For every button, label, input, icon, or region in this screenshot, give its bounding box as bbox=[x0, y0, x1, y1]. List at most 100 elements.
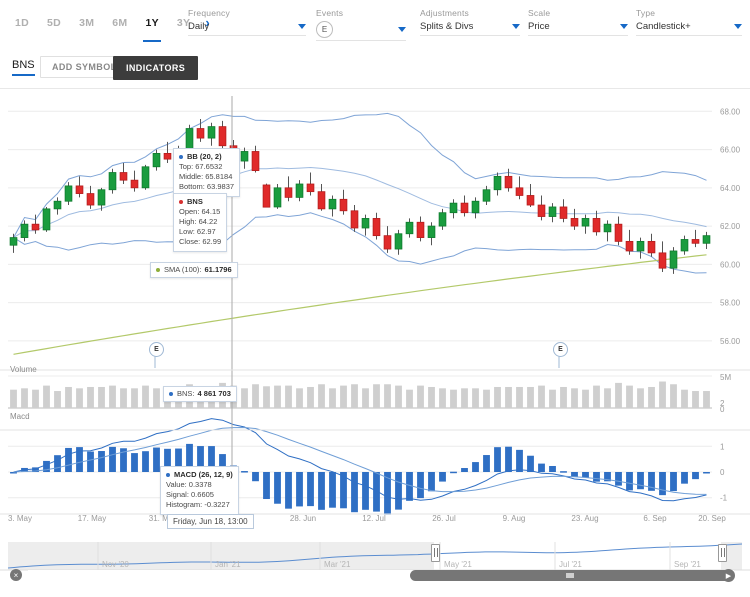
date-tick: 23. Aug bbox=[571, 514, 599, 523]
range-navigator[interactable]: Nov '20 Jan '21 Mar '21 May '21 Jul '21 Sep '… bbox=[0, 540, 750, 580]
svg-text:62.00: 62.00 bbox=[720, 222, 741, 231]
scale-value: Price bbox=[528, 21, 550, 32]
date-tick: 12. Jul bbox=[362, 514, 386, 523]
date-tick: 20. Sep bbox=[698, 514, 726, 523]
navigator-tick: Sep '21 bbox=[674, 560, 701, 569]
sma-value: 61.1796 bbox=[204, 265, 232, 274]
svg-text:68.00: 68.00 bbox=[720, 107, 741, 116]
bollinger-legend[interactable]: BB (20, 2) Top: 67.6532 Middle: 65.8184 … bbox=[173, 148, 241, 197]
indicators-button[interactable]: INDICATORS bbox=[113, 56, 199, 80]
bns-title: BNS bbox=[187, 197, 203, 206]
period-3y[interactable]: 3Y bbox=[176, 16, 191, 29]
navigator-tick: Jan '21 bbox=[215, 560, 241, 569]
horizontal-scrollbar[interactable]: × ▶ bbox=[0, 567, 750, 585]
period-3m[interactable]: 3M bbox=[79, 16, 95, 29]
date-tick: 6. Sep bbox=[643, 514, 667, 523]
date-tick: 26. Jul bbox=[432, 514, 456, 523]
scale-dropdown[interactable]: Scale Price bbox=[528, 8, 628, 36]
volume-panel-label: Volume bbox=[10, 365, 37, 374]
svg-text:2: 2 bbox=[720, 399, 725, 408]
svg-text:-1: -1 bbox=[720, 494, 728, 503]
chart-area[interactable]: 68.00 66.00 64.00 62.00 60.00 58.00 56.00 5M 2 0 1… bbox=[0, 88, 750, 540]
volume-title: BNS: bbox=[177, 389, 195, 398]
events-label: Events bbox=[316, 8, 344, 18]
macd-color-dot bbox=[166, 473, 170, 477]
volume-legend[interactable]: BNS: 4 861 703 bbox=[163, 386, 237, 402]
frequency-value: Daily bbox=[188, 21, 210, 32]
bns-close: Close: 62.99 bbox=[179, 237, 222, 246]
macd-signal: Signal: 0.6605 bbox=[166, 490, 214, 499]
svg-text:0: 0 bbox=[720, 405, 725, 414]
type-label: Type bbox=[636, 8, 656, 18]
events-dropdown[interactable]: Events E bbox=[316, 8, 406, 41]
macd-legend[interactable]: MACD (26, 12, 9) Value: 0.3378 Signal: 0… bbox=[160, 466, 239, 515]
sma-legend[interactable]: SMA (100): 61.1796 bbox=[150, 262, 238, 278]
navigator-tick: Mar '21 bbox=[324, 560, 351, 569]
svg-text:1: 1 bbox=[720, 442, 725, 451]
scroll-next-icon[interactable]: ▶ bbox=[722, 569, 735, 582]
sma-title: SMA (100): bbox=[164, 265, 202, 274]
chevron-down-icon bbox=[734, 24, 742, 29]
navigator-tick: May '21 bbox=[444, 560, 472, 569]
navigator-canvas[interactable] bbox=[0, 540, 750, 580]
adjustments-dropdown[interactable]: Adjustments Splits & Divs bbox=[420, 8, 520, 36]
navigator-handle-right[interactable] bbox=[718, 544, 727, 562]
navigator-tick: Nov '20 bbox=[102, 560, 129, 569]
period-more-icon[interactable]: › bbox=[205, 15, 210, 30]
date-tick: 31. May bbox=[148, 514, 178, 523]
date-tick: 17. May bbox=[77, 514, 107, 523]
chevron-down-icon bbox=[298, 24, 306, 29]
symbol-tab-bns[interactable]: BNS bbox=[12, 59, 35, 76]
svg-text:60.00: 60.00 bbox=[720, 260, 741, 269]
close-icon[interactable]: × bbox=[10, 569, 22, 581]
date-tick: 9. Aug bbox=[502, 514, 526, 523]
bns-color-dot bbox=[179, 200, 183, 204]
date-tick: 3. May bbox=[7, 514, 33, 523]
macd-value: Value: 0.3378 bbox=[166, 480, 212, 489]
navigator-handle-left[interactable] bbox=[431, 544, 440, 562]
scale-label: Scale bbox=[528, 8, 551, 18]
bns-high: High: 64.22 bbox=[179, 217, 218, 226]
adjustments-label: Adjustments bbox=[420, 8, 469, 18]
scrollbar-track[interactable] bbox=[28, 570, 734, 581]
ohlc-legend[interactable]: BNS Open: 64.15 High: 64.22 Low: 62.97 C… bbox=[173, 193, 228, 252]
adjustments-value: Splits & Divs bbox=[420, 21, 474, 32]
period-1y[interactable]: 1Y bbox=[136, 14, 167, 42]
period-5d[interactable]: 5D bbox=[47, 16, 62, 29]
svg-text:58.00: 58.00 bbox=[720, 299, 741, 308]
bb-title: BB (20, 2) bbox=[187, 152, 222, 161]
bb-middle: Middle: 65.8184 bbox=[179, 172, 233, 181]
bns-low: Low: 62.97 bbox=[179, 227, 216, 236]
chevron-down-icon bbox=[512, 24, 520, 29]
volume-value: 4 861 703 bbox=[197, 389, 231, 398]
bb-color-dot bbox=[179, 155, 183, 159]
bb-top: Top: 67.6532 bbox=[179, 162, 223, 171]
crosshair-date-label: Friday, Jun 18, 13:00 bbox=[167, 514, 254, 529]
period-1d[interactable]: 1D bbox=[15, 16, 30, 29]
sma-color-dot bbox=[156, 268, 160, 272]
macd-title: MACD (26, 12, 9) bbox=[174, 470, 233, 479]
scrollbar-grip bbox=[566, 573, 574, 578]
events-chip[interactable]: E bbox=[316, 21, 333, 38]
scrollbar-thumb[interactable] bbox=[410, 570, 730, 581]
chart-canvas[interactable]: 68.00 66.00 64.00 62.00 60.00 58.00 56.00 5M 20 1… bbox=[0, 88, 750, 540]
navigator-tick: Jul '21 bbox=[559, 560, 582, 569]
date-axis: 3. May 17. May 31. May 28. Jun 12. Jul 26. Ju… bbox=[0, 514, 750, 534]
type-value: Candlestick+ bbox=[636, 21, 691, 32]
svg-text:5M: 5M bbox=[720, 373, 731, 382]
event-marker[interactable]: E bbox=[149, 342, 164, 357]
svg-text:66.00: 66.00 bbox=[720, 146, 741, 155]
svg-text:56.00: 56.00 bbox=[720, 337, 741, 346]
type-dropdown[interactable]: Type Candlestick+ bbox=[636, 8, 742, 36]
volume-color-dot bbox=[169, 392, 173, 396]
period-6m[interactable]: 6M bbox=[112, 16, 128, 29]
frequency-dropdown[interactable]: Frequency Daily bbox=[188, 8, 306, 36]
chevron-down-icon bbox=[398, 27, 406, 32]
bns-open: Open: 64.15 bbox=[179, 207, 221, 216]
macd-histogram: Histogram: -0.3227 bbox=[166, 500, 230, 509]
frequency-label: Frequency bbox=[188, 8, 230, 18]
event-marker[interactable]: E bbox=[553, 342, 568, 357]
svg-text:64.00: 64.00 bbox=[720, 184, 741, 193]
symbol-toolbar: BNS ADD SYMBOL INDICATORS bbox=[0, 45, 750, 89]
